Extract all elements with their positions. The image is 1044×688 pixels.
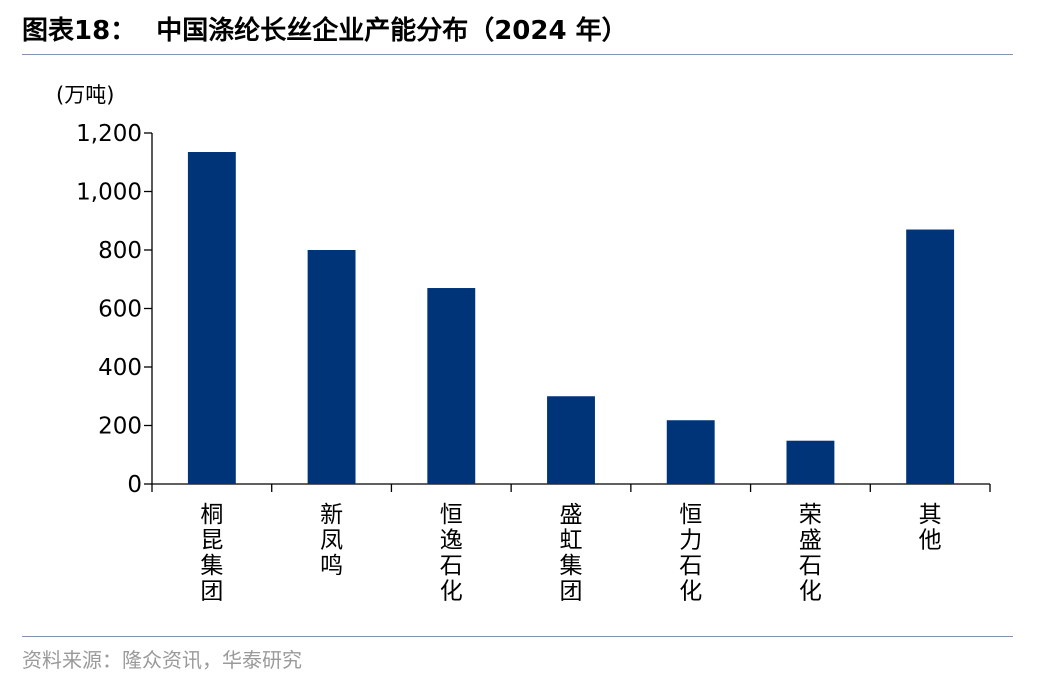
y-axis: 0 200 400 600 800 1,000 1,200 xyxy=(76,121,153,498)
y-tick-label: 1,000 xyxy=(76,180,142,206)
category-label: 恒力石化 xyxy=(679,502,702,605)
category-label: 桐昆集团 xyxy=(200,502,223,605)
category-label: 荣盛石化 xyxy=(799,502,822,605)
y-tick-label: 1,200 xyxy=(76,121,142,147)
category-label: 新凤鸣 xyxy=(320,502,343,579)
bar-2 xyxy=(307,250,356,484)
bar-6 xyxy=(786,440,835,484)
bar-series xyxy=(187,152,955,484)
x-axis xyxy=(151,483,991,492)
y-tick-label: 0 xyxy=(127,472,142,498)
bar-7 xyxy=(906,229,955,484)
figure-title: 图表18： 中国涤纶长丝企业产能分布（2024 年） xyxy=(22,14,628,48)
chart-title: 中国涤纶长丝企业产能分布（2024 年） xyxy=(156,16,628,46)
y-tick-label: 400 xyxy=(98,355,142,381)
y-tick-label: 600 xyxy=(98,297,142,323)
bar-5 xyxy=(666,420,715,484)
y-tick-label: 800 xyxy=(98,238,142,264)
figure-label: 图表18： xyxy=(22,16,137,46)
y-axis-unit-label: (万吨) xyxy=(56,83,114,107)
category-label: 盛虹集团 xyxy=(560,502,583,605)
bar-3 xyxy=(427,288,476,484)
y-tick-label: 200 xyxy=(98,414,142,440)
bar-1 xyxy=(187,152,236,484)
source-note: 资料来源：隆众资讯，华泰研究 xyxy=(22,648,302,672)
category-label: 恒逸石化 xyxy=(440,502,463,605)
category-label: 其他 xyxy=(919,502,942,554)
footer-divider xyxy=(22,636,1013,637)
bar-4 xyxy=(547,396,595,484)
title-divider xyxy=(22,54,1013,55)
category-labels: 桐昆集团 新凤鸣 恒逸石化 盛虹集团 恒力石化 荣盛石化 其他 xyxy=(200,502,941,605)
